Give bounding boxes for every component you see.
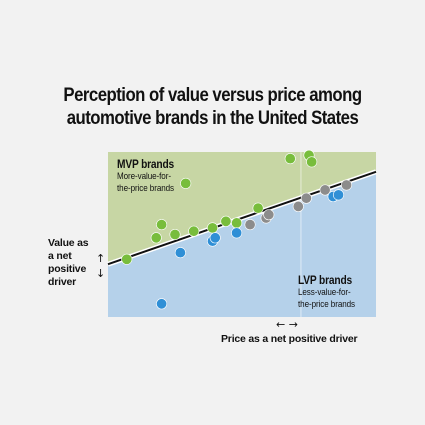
scatter-point-s2-0	[244, 219, 256, 231]
title-line-2: automotive brands in the United States	[66, 107, 359, 129]
y-axis-label-line-1: Value as	[48, 237, 89, 249]
scatter-point-s2-4	[300, 192, 312, 204]
y-axis-label-line-3: positive	[48, 263, 87, 275]
scatter-point-s1-6	[156, 298, 168, 310]
scatter-point-s1-3	[231, 227, 243, 239]
scatter-point-s0-7	[220, 215, 232, 227]
scatter-point-s0-5	[188, 225, 200, 237]
scatter-point-s2-3	[292, 200, 304, 212]
scatter-point-s0-10	[284, 153, 296, 165]
title-line-1: Perception of value versus price among	[63, 84, 362, 106]
scatter-point-s0-1	[150, 232, 162, 244]
scatter-point-s0-4	[180, 177, 192, 189]
y-axis-label-line-4: driver	[48, 276, 76, 288]
scatter-point-s0-0	[121, 253, 133, 265]
mvp-subtext-2: the-price brands	[117, 183, 175, 194]
y-down-arrow-icon: ↓	[96, 267, 106, 280]
scatter-point-s1-0	[174, 247, 186, 259]
lvp-annotation: LVP brands Less-value-for- the-price bra…	[298, 273, 355, 311]
mvp-subtext-1: More-value-for-	[117, 171, 171, 182]
lvp-subtext-1: Less-value-for-	[298, 287, 351, 298]
lvp-subtext-2: the-price brands	[298, 299, 356, 310]
chart-title: Perception of value versus price among a…	[30, 84, 396, 130]
y-axis-label: Value as a net positive driver	[48, 237, 89, 289]
lvp-heading: LVP brands	[298, 273, 353, 287]
y-axis-label-line-2: a net	[48, 250, 72, 262]
mvp-annotation: MVP brands More-value-for- the-price bra…	[117, 157, 174, 195]
fair-value-line	[107, 170, 377, 266]
scatter-point-s0-2	[156, 219, 168, 231]
scatter-point-s2-2	[263, 209, 275, 221]
scatter-point-s0-3	[169, 229, 181, 241]
mvp-heading: MVP brands	[117, 157, 175, 171]
scatter-point-s0-6	[207, 222, 219, 234]
scatter-point-s1-2	[209, 232, 221, 244]
scatter-point-s2-6	[341, 179, 353, 191]
scatter-point-s0-8	[231, 217, 243, 229]
scatter-point-s2-5	[319, 184, 331, 196]
scatter-point-s0-12	[306, 156, 318, 168]
x-arrows-icon: ← →	[276, 318, 298, 331]
lvp-region	[108, 171, 376, 317]
scatter-point-s1-5	[332, 189, 344, 201]
y-up-arrow-icon: ↑	[96, 252, 106, 265]
x-axis-label: Price as a net positive driver	[221, 333, 358, 345]
scatter-point-s0-9	[252, 202, 264, 214]
